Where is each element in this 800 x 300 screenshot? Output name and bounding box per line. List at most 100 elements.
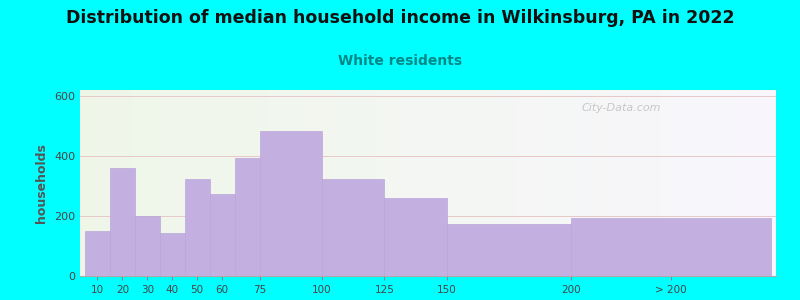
- Bar: [678, 90, 681, 276]
- Bar: [534, 90, 537, 276]
- Bar: [185, 178, 210, 276]
- Bar: [90, 90, 91, 276]
- Bar: [521, 90, 523, 276]
- Bar: [302, 90, 305, 276]
- Bar: [279, 90, 282, 276]
- Bar: [400, 90, 402, 276]
- Bar: [210, 90, 212, 276]
- Bar: [119, 90, 122, 276]
- Bar: [706, 90, 709, 276]
- Bar: [196, 90, 198, 276]
- Bar: [416, 90, 418, 276]
- Bar: [135, 216, 160, 276]
- Bar: [549, 90, 551, 276]
- Bar: [440, 90, 442, 276]
- Bar: [690, 90, 693, 276]
- Bar: [458, 90, 461, 276]
- Bar: [611, 90, 614, 276]
- Bar: [198, 90, 201, 276]
- Bar: [152, 90, 154, 276]
- Bar: [637, 90, 639, 276]
- Bar: [465, 90, 467, 276]
- Bar: [681, 90, 683, 276]
- Bar: [361, 90, 363, 276]
- Bar: [286, 90, 289, 276]
- Bar: [214, 90, 217, 276]
- Bar: [462, 90, 465, 276]
- Bar: [732, 90, 734, 276]
- Bar: [583, 90, 586, 276]
- Bar: [746, 90, 748, 276]
- Bar: [145, 90, 147, 276]
- Bar: [126, 90, 129, 276]
- Bar: [720, 90, 722, 276]
- Bar: [85, 231, 110, 276]
- Bar: [333, 90, 335, 276]
- Bar: [753, 90, 755, 276]
- Bar: [697, 90, 699, 276]
- Bar: [113, 90, 115, 276]
- Bar: [219, 90, 222, 276]
- Bar: [694, 90, 697, 276]
- Bar: [294, 90, 296, 276]
- Bar: [101, 90, 103, 276]
- Bar: [328, 90, 330, 276]
- Bar: [642, 90, 644, 276]
- Bar: [653, 90, 655, 276]
- Bar: [486, 90, 488, 276]
- Bar: [618, 90, 621, 276]
- Bar: [626, 90, 627, 276]
- Bar: [312, 90, 314, 276]
- Bar: [511, 90, 514, 276]
- Bar: [711, 90, 714, 276]
- Bar: [518, 90, 521, 276]
- Bar: [444, 90, 446, 276]
- Bar: [507, 90, 509, 276]
- Bar: [338, 90, 340, 276]
- Bar: [542, 90, 544, 276]
- Bar: [240, 90, 242, 276]
- Bar: [389, 90, 391, 276]
- Bar: [363, 90, 366, 276]
- Bar: [702, 90, 704, 276]
- Bar: [774, 90, 776, 276]
- Bar: [606, 90, 609, 276]
- Bar: [245, 90, 247, 276]
- Bar: [301, 90, 302, 276]
- Bar: [317, 90, 319, 276]
- Bar: [194, 90, 196, 276]
- Bar: [672, 90, 674, 276]
- Bar: [307, 90, 310, 276]
- Bar: [686, 90, 688, 276]
- Bar: [157, 90, 159, 276]
- Bar: [254, 90, 256, 276]
- Bar: [467, 90, 470, 276]
- Bar: [370, 90, 372, 276]
- Bar: [386, 90, 389, 276]
- Bar: [743, 90, 746, 276]
- Bar: [502, 90, 505, 276]
- Bar: [394, 90, 395, 276]
- Bar: [472, 90, 474, 276]
- Bar: [91, 90, 94, 276]
- Bar: [426, 90, 428, 276]
- Bar: [96, 90, 98, 276]
- Bar: [555, 90, 558, 276]
- Bar: [570, 90, 572, 276]
- Bar: [163, 90, 166, 276]
- Bar: [660, 90, 662, 276]
- Bar: [498, 90, 500, 276]
- Bar: [454, 90, 456, 276]
- Bar: [554, 90, 555, 276]
- Bar: [129, 90, 131, 276]
- Bar: [263, 90, 266, 276]
- Bar: [168, 90, 170, 276]
- Bar: [115, 90, 117, 276]
- Bar: [764, 90, 766, 276]
- Bar: [658, 90, 660, 276]
- Bar: [217, 90, 219, 276]
- Bar: [428, 90, 430, 276]
- Bar: [412, 90, 414, 276]
- Bar: [571, 218, 771, 276]
- Bar: [604, 90, 606, 276]
